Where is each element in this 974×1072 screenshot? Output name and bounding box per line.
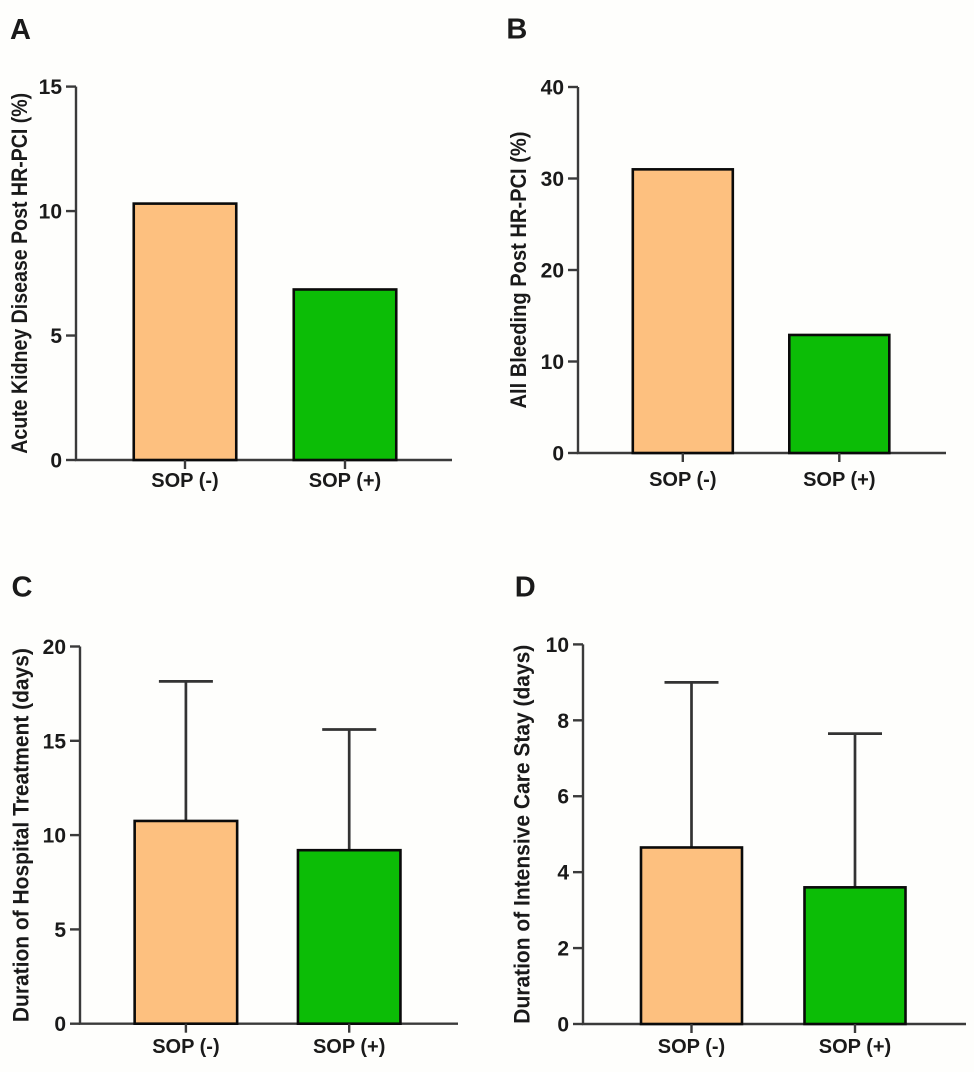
y-tick-label: 15: [43, 730, 67, 753]
y-axis-title-c: Duration of Hospital Treatment (days): [9, 648, 34, 1022]
bar-sop-plus: [787, 333, 891, 455]
y-axis-title-a: Acute Kidney Disease Post HR-PCI (%): [7, 93, 32, 454]
panel-c: C Duration of Hospital Treatment (days) 0 5…: [9, 572, 458, 1058]
panel-a: A Acute Kidney Disease Post HR-PCI (%) 0 5 1…: [7, 14, 452, 492]
y-tick-label: 2: [557, 938, 569, 961]
category-label-sop-plus: SOP (+): [803, 469, 875, 491]
y-tick-label: 10: [43, 825, 66, 848]
category-label-sop-plus: SOP (+): [819, 1036, 891, 1058]
category-label-sop-minus: SOP (-): [649, 469, 716, 491]
bar-sop-plus: [296, 848, 402, 1025]
bar-sop-plus: [803, 886, 907, 1026]
y-tick-label: 0: [54, 1013, 66, 1036]
category-label-sop-plus: SOP (+): [313, 1036, 385, 1058]
y-tick-label: 20: [43, 636, 66, 659]
category-label-sop-plus: SOP (+): [309, 470, 381, 492]
y-tick-label: 4: [557, 862, 569, 885]
y-tick-label: 20: [541, 260, 564, 283]
category-label-sop-minus: SOP (-): [152, 1036, 219, 1058]
y-tick-label: 10: [541, 351, 564, 374]
y-tick-label: 5: [50, 325, 62, 348]
y-tick-label: 0: [50, 450, 62, 473]
y-tick-label: 5: [54, 919, 66, 942]
panel-b: B All Bleeding Post HR-PCI (%) 0 10 20 30 40 SO…: [506, 13, 946, 491]
y-tick-label: 40: [541, 77, 564, 100]
bar-sop-minus: [132, 202, 238, 462]
panel-letter-d: D: [515, 572, 536, 604]
category-label-sop-minus: SOP (-): [658, 1036, 725, 1058]
y-tick-label: 0: [557, 1014, 569, 1037]
bar-sop-minus: [133, 819, 239, 1026]
bar-sop-minus: [631, 168, 735, 455]
y-tick-label: 8: [557, 710, 569, 733]
bar-sop-minus: [639, 846, 744, 1026]
y-tick-label: 15: [39, 76, 63, 99]
bar-sop-plus: [292, 288, 398, 462]
y-tick-label: 10: [39, 201, 62, 224]
panel-letter-a: A: [10, 14, 31, 46]
panel-letter-c: C: [12, 572, 33, 604]
panel-d: D Duration of Intensive Care Stay (days) 0…: [510, 572, 966, 1058]
y-axis-title-d: Duration of Intensive Care Stay (days): [510, 645, 535, 1024]
y-tick-label: 6: [557, 786, 569, 809]
y-axis-title-b: All Bleeding Post HR-PCI (%): [506, 132, 531, 409]
y-tick-label: 30: [541, 168, 564, 191]
y-tick-label: 10: [546, 634, 569, 657]
y-tick-label: 0: [552, 443, 564, 466]
panel-letter-b: B: [506, 13, 527, 45]
category-label-sop-minus: SOP (-): [151, 470, 218, 492]
